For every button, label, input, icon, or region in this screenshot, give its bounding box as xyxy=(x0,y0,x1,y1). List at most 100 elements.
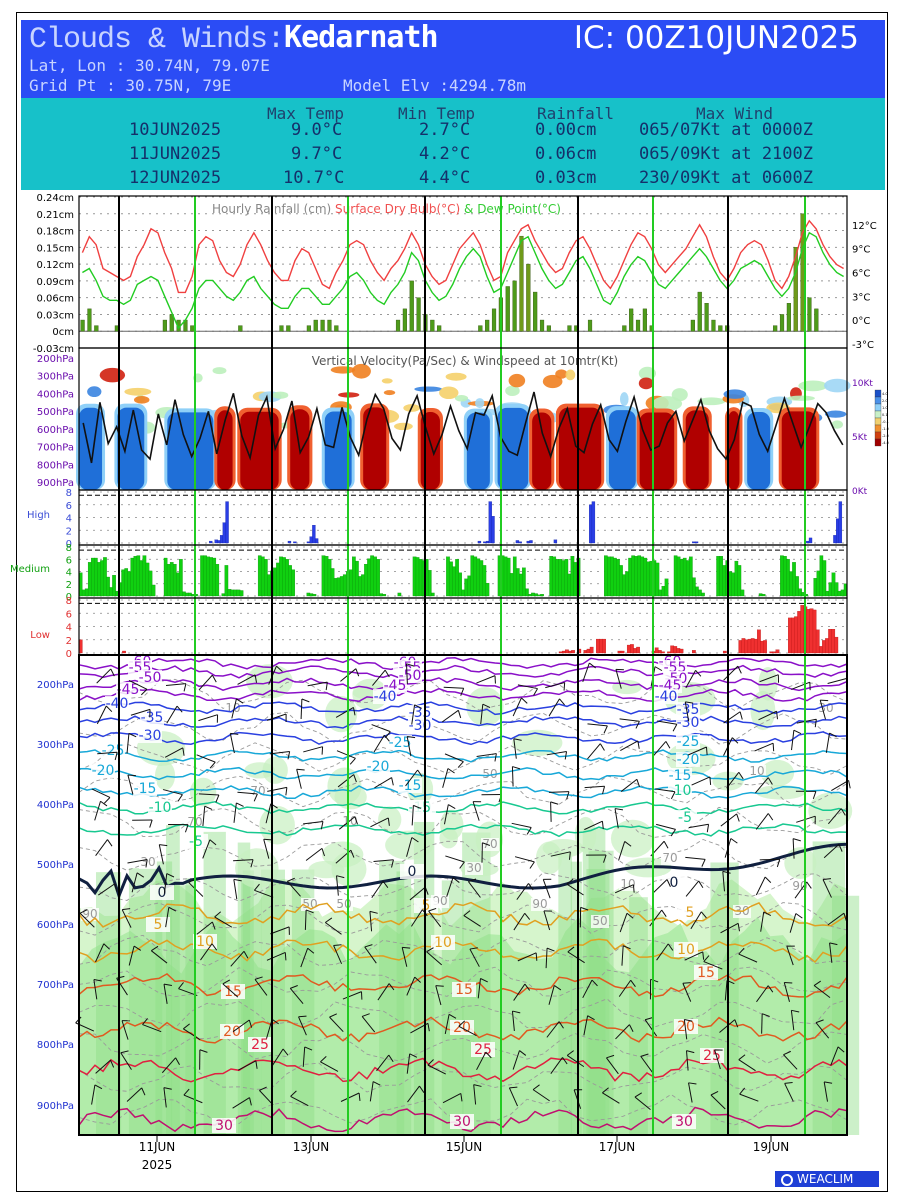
cloud-bar xyxy=(744,639,749,654)
section-ytick-label: 200hPa xyxy=(37,680,74,691)
rain-bar xyxy=(402,308,407,332)
cloud-bar xyxy=(467,575,472,597)
rain-panel-title: Hourly Rainfall (cm) Surface Dry Bulb(°C… xyxy=(212,202,561,216)
wind-barb-flag xyxy=(350,849,355,858)
row-min-temp: 2.7°C xyxy=(419,120,471,140)
wind-barb-flag xyxy=(448,804,456,810)
humidity-patch xyxy=(378,806,402,833)
cloud-bar xyxy=(763,640,767,654)
wind-barb-flag xyxy=(427,1023,430,1032)
wind-barb xyxy=(703,961,723,970)
wind-barb xyxy=(162,789,183,796)
cloud-bar xyxy=(522,567,526,597)
cloud-ytick-label: 8 xyxy=(66,488,72,499)
wind-barb xyxy=(303,821,324,825)
wind-barb-flag xyxy=(271,1018,279,1025)
rain-bar xyxy=(416,297,421,332)
wind-barb-flag xyxy=(482,842,491,846)
wind-barb xyxy=(237,674,256,685)
wind-barb-flag xyxy=(136,872,145,878)
wind-barb xyxy=(270,926,290,935)
wind-barb xyxy=(426,951,443,966)
temperature-label-bg xyxy=(373,689,397,704)
wind-barb-flag xyxy=(494,753,497,762)
windspeed-tick-label: 5Kt xyxy=(852,433,868,443)
vv-patch xyxy=(351,363,371,379)
wind-barb xyxy=(783,982,790,1002)
wind-barb xyxy=(320,1061,339,1072)
temperature-contour xyxy=(78,715,848,729)
temperature-contour xyxy=(78,785,848,800)
vv-patch xyxy=(831,420,844,429)
wind-barb-flag xyxy=(243,951,249,959)
cloud-bar xyxy=(306,592,311,597)
wind-barb-flag xyxy=(550,801,559,805)
wind-barb xyxy=(517,684,538,690)
cloud-bar xyxy=(458,572,462,597)
wind-barb-flag xyxy=(829,732,837,738)
cloud-bar xyxy=(476,558,481,597)
cloud-bar xyxy=(761,594,766,597)
wind-barb-flag xyxy=(128,733,137,738)
wind-barb xyxy=(756,985,769,1003)
wind-barb-flag xyxy=(214,911,222,918)
cloud-bar xyxy=(482,565,487,597)
cloud-bar xyxy=(806,609,811,654)
temperature-contour xyxy=(78,749,848,763)
temperature-label: -10 xyxy=(669,783,692,799)
rain-bar xyxy=(718,325,723,332)
humidity-label: 90 xyxy=(532,897,547,911)
humidity-patch xyxy=(610,819,655,858)
cloud-bar xyxy=(676,648,681,654)
wind-barb-flag xyxy=(480,978,488,983)
wind-barb xyxy=(304,909,307,930)
temperature-label: 10 xyxy=(434,935,452,951)
wind-barb-flag xyxy=(509,1086,518,1089)
wind-barb-flag xyxy=(685,701,694,704)
cloud-bar xyxy=(314,538,319,544)
cloud-bar xyxy=(515,568,520,597)
vv-patch xyxy=(383,390,396,396)
wind-barb xyxy=(548,791,569,793)
wind-barb-flag xyxy=(559,698,565,706)
wind-barb xyxy=(827,677,848,684)
rain-bar xyxy=(814,308,819,332)
vv-patch xyxy=(723,389,747,399)
temperature-label: 0 xyxy=(670,875,679,891)
cloud-bar xyxy=(728,571,733,597)
wind-barb xyxy=(548,698,560,717)
cloud-bar xyxy=(834,636,839,654)
wind-barb xyxy=(325,922,342,935)
wind-barb-flag xyxy=(848,780,851,789)
cloud-bar xyxy=(599,638,603,654)
vv-column xyxy=(240,411,279,490)
wind-barb-flag xyxy=(684,1018,693,1022)
wind-barb-flag xyxy=(459,861,465,869)
temperature-label: 10 xyxy=(677,942,695,958)
cloud-bar xyxy=(87,562,92,597)
wind-barb-flag xyxy=(473,1084,482,1087)
cloud-bar xyxy=(224,565,229,597)
cloud-bar xyxy=(558,651,563,654)
wind-barb-flag xyxy=(519,1050,527,1056)
rain-title-part: Hourly Rainfall (cm) xyxy=(212,202,335,216)
rain-bar xyxy=(567,325,572,332)
vertical-velocity-panel: Vertical Velocity(Pa/Sec) & Windspeed at… xyxy=(76,349,851,490)
wind-barb-flag xyxy=(670,829,676,837)
rain-ytick-label: 0.09cm xyxy=(36,277,74,288)
wind-barb xyxy=(513,983,526,1001)
colorbar-label: -0.1 xyxy=(882,420,889,424)
wind-barb xyxy=(267,786,287,792)
wind-barb-flag xyxy=(738,771,744,780)
wind-barb xyxy=(819,699,827,720)
cloud-bar xyxy=(561,650,566,654)
cloud-bar xyxy=(273,567,277,597)
rain-bar xyxy=(711,319,716,332)
cloud-ytick-label: 6 xyxy=(66,555,72,566)
temperature-label-bg xyxy=(662,875,686,890)
rain-bar xyxy=(238,325,243,332)
wind-barb-flag xyxy=(388,983,395,991)
temperature-label-bg xyxy=(674,942,698,957)
wind-barb-flag xyxy=(103,797,111,804)
wind-barb xyxy=(476,1051,487,1071)
